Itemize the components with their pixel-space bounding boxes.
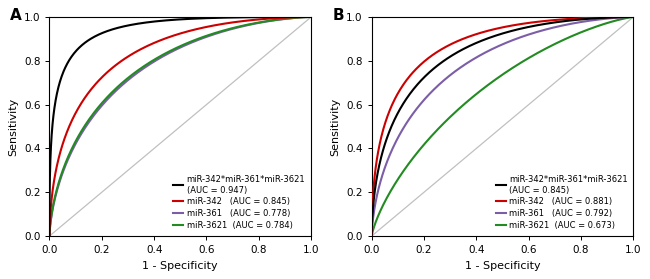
Y-axis label: Sensitivity: Sensitivity xyxy=(8,97,18,156)
Y-axis label: Sensitivity: Sensitivity xyxy=(331,97,341,156)
Text: A: A xyxy=(10,8,22,23)
Text: B: B xyxy=(332,8,344,23)
X-axis label: 1 - Specificity: 1 - Specificity xyxy=(465,261,540,271)
X-axis label: 1 - Specificity: 1 - Specificity xyxy=(142,261,218,271)
Legend: miR-342*miR-361*miR-3621
(AUC = 0.845), miR-342   (AUC = 0.881), miR-361   (AUC : miR-342*miR-361*miR-3621 (AUC = 0.845), … xyxy=(494,174,629,232)
Legend: miR-342*miR-361*miR-3621
(AUC = 0.947), miR-342   (AUC = 0.845), miR-361   (AUC : miR-342*miR-361*miR-3621 (AUC = 0.947), … xyxy=(172,174,307,232)
